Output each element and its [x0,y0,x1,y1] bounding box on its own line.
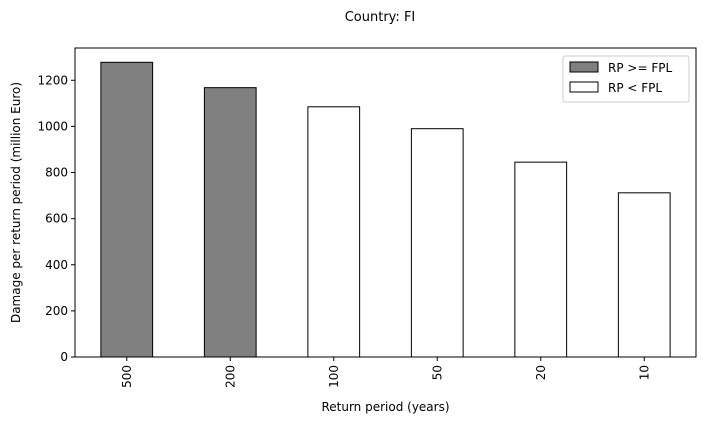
bar-200 [203,87,257,358]
x-tick-label: 10 [637,365,651,380]
legend-swatch-rp-ge-fpl [569,61,599,73]
y-tick-label: 1000 [37,119,68,133]
bar-10 [617,192,671,358]
legend-label-rp-ge-fpl: RP >= FPL [608,61,672,75]
y-tick-label: 0 [60,350,68,364]
y-tick-label: 800 [45,166,68,180]
plot-frame [74,47,697,358]
legend: RP >= FPL RP < FPL [562,55,690,103]
x-axis-label: Return period (years) [321,400,449,414]
bar-20 [514,161,568,358]
legend-swatch-rp-lt-fpl [569,81,599,93]
bar-50 [410,128,464,358]
chart-title: Country: FI [345,10,416,25]
y-tick-label: 600 [45,212,68,226]
legend-label-rp-lt-fpl: RP < FPL [608,81,662,95]
bar-100 [307,106,361,358]
y-axis-ticks: 0 200 400 600 800 1000 1200 [37,73,75,364]
x-tick-label: 100 [327,365,341,388]
bars [100,61,671,358]
y-tick-label: 1200 [37,73,68,87]
bar-500 [100,61,154,358]
y-axis-label: Damage per return period (million Euro) [9,82,23,323]
x-axis-ticks: 500 200 100 50 20 10 [120,357,651,388]
y-tick-label: 200 [45,304,68,318]
x-tick-label: 20 [534,365,548,380]
y-tick-label: 400 [45,258,68,272]
x-tick-label: 500 [120,365,134,388]
x-tick-label: 200 [223,365,237,388]
x-tick-label: 50 [430,365,444,380]
